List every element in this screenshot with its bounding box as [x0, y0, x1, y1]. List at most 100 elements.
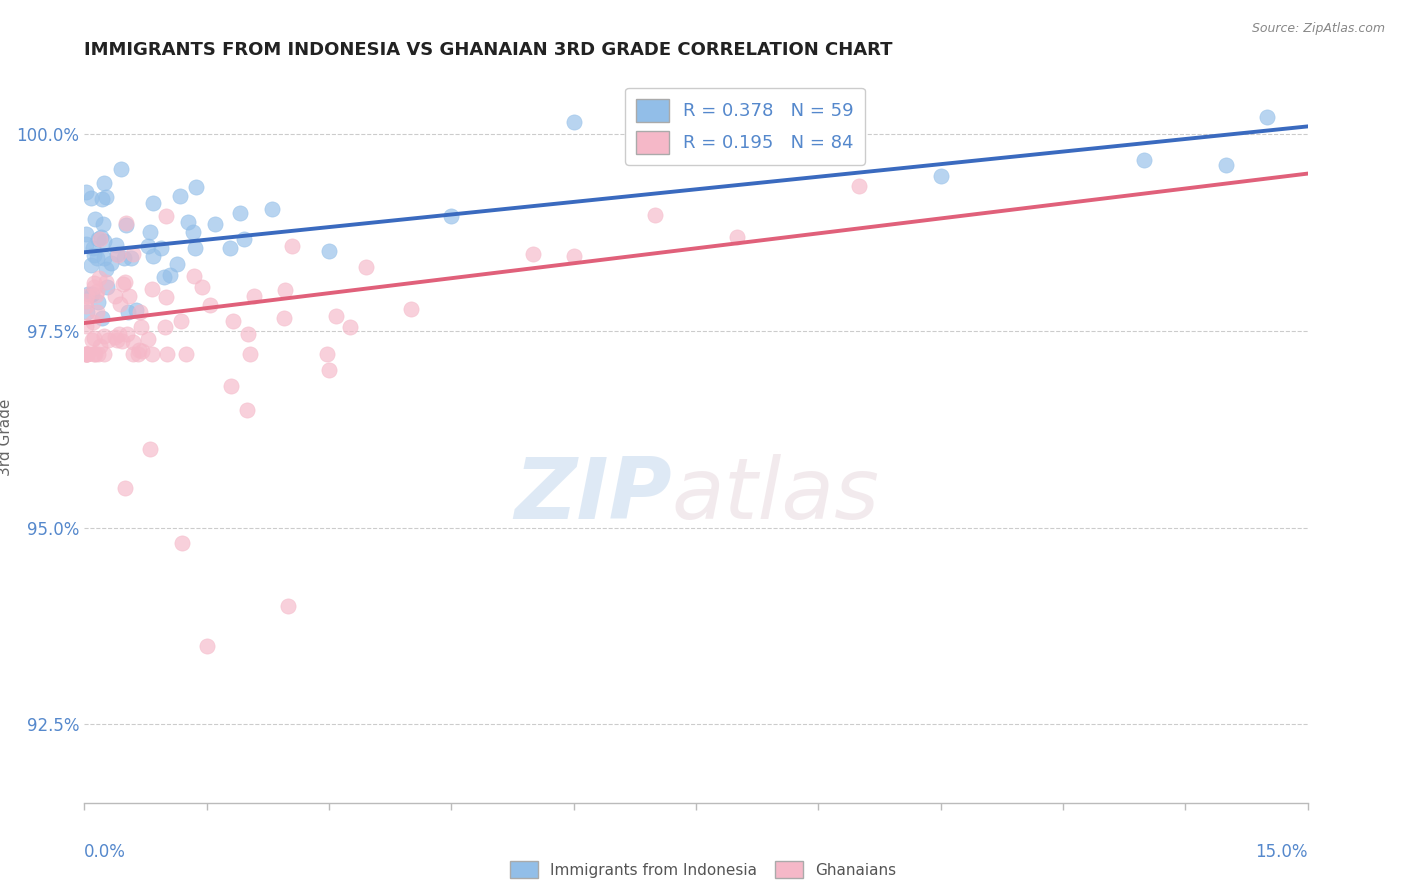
Point — [121, 247, 143, 261]
Point — [93, 176, 115, 190]
Point — [84, 347, 107, 361]
Point — [86, 304, 108, 318]
Point — [339, 320, 361, 334]
Point — [112, 251, 135, 265]
Point — [725, 229, 748, 244]
Point — [204, 217, 226, 231]
Point — [138, 225, 160, 239]
Point — [75, 347, 97, 361]
Point — [76, 347, 98, 361]
Point — [93, 234, 115, 248]
Point — [96, 280, 118, 294]
Point — [114, 481, 136, 495]
Point — [848, 178, 870, 193]
Point — [155, 289, 177, 303]
Point — [120, 252, 142, 266]
Point — [273, 311, 295, 326]
Point — [195, 639, 218, 653]
Point — [232, 231, 254, 245]
Point — [94, 275, 117, 289]
Point — [75, 299, 97, 313]
Point — [141, 282, 163, 296]
Point — [315, 347, 337, 361]
Point — [169, 189, 191, 203]
Point — [90, 310, 112, 325]
Point — [75, 294, 97, 309]
Point — [75, 185, 97, 199]
Point — [181, 225, 204, 239]
Point — [110, 334, 132, 349]
Text: 0.0%: 0.0% — [84, 843, 127, 861]
Point — [222, 314, 245, 328]
Point — [325, 309, 347, 323]
Point — [190, 280, 212, 294]
Point — [277, 599, 299, 614]
Point — [115, 218, 138, 232]
Point — [100, 256, 122, 270]
Text: IMMIGRANTS FROM INDONESIA VS GHANAIAN 3RD GRADE CORRELATION CHART: IMMIGRANTS FROM INDONESIA VS GHANAIAN 3R… — [84, 41, 893, 59]
Point — [236, 402, 259, 417]
Point — [76, 289, 98, 303]
Point — [77, 286, 100, 301]
Point — [318, 244, 340, 258]
Point — [107, 248, 129, 262]
Point — [97, 334, 120, 348]
Point — [562, 115, 585, 129]
Point — [177, 215, 200, 229]
Point — [76, 236, 98, 251]
Point — [136, 333, 159, 347]
Point — [84, 288, 107, 302]
Point — [118, 288, 141, 302]
Point — [318, 363, 340, 377]
Point — [219, 379, 242, 393]
Point — [262, 202, 284, 216]
Point — [170, 314, 193, 328]
Point — [86, 285, 108, 299]
Point — [153, 320, 176, 334]
Point — [929, 169, 952, 184]
Point — [1215, 158, 1237, 172]
Point — [104, 330, 127, 344]
Point — [83, 331, 105, 345]
Point — [80, 286, 103, 301]
Point — [82, 241, 104, 255]
Point — [128, 305, 150, 319]
Point — [87, 347, 110, 361]
Point — [114, 275, 136, 289]
Text: ZIP: ZIP — [513, 454, 672, 537]
Point — [129, 320, 152, 334]
Point — [89, 339, 111, 353]
Text: 15.0%: 15.0% — [1256, 843, 1308, 861]
Point — [183, 268, 205, 283]
Point — [108, 326, 131, 341]
Point — [183, 241, 205, 255]
Point — [89, 231, 111, 245]
Point — [138, 442, 160, 456]
Point — [166, 257, 188, 271]
Point — [94, 190, 117, 204]
Point — [80, 191, 103, 205]
Point — [112, 277, 135, 292]
Point — [153, 269, 176, 284]
Point — [354, 260, 377, 275]
Point — [184, 179, 207, 194]
Point — [75, 318, 97, 333]
Text: atlas: atlas — [672, 454, 880, 537]
Point — [141, 347, 163, 361]
Point — [122, 335, 145, 350]
Point — [562, 249, 585, 263]
Point — [75, 227, 97, 242]
Point — [117, 327, 139, 342]
Point — [156, 347, 179, 361]
Point — [1256, 111, 1278, 125]
Point — [238, 326, 260, 341]
Point — [242, 289, 264, 303]
Point — [83, 347, 105, 361]
Point — [104, 238, 127, 252]
Point — [86, 251, 108, 265]
Point — [105, 333, 128, 347]
Point — [644, 208, 666, 222]
Point — [766, 143, 789, 157]
Point — [91, 217, 114, 231]
Point — [86, 232, 108, 246]
